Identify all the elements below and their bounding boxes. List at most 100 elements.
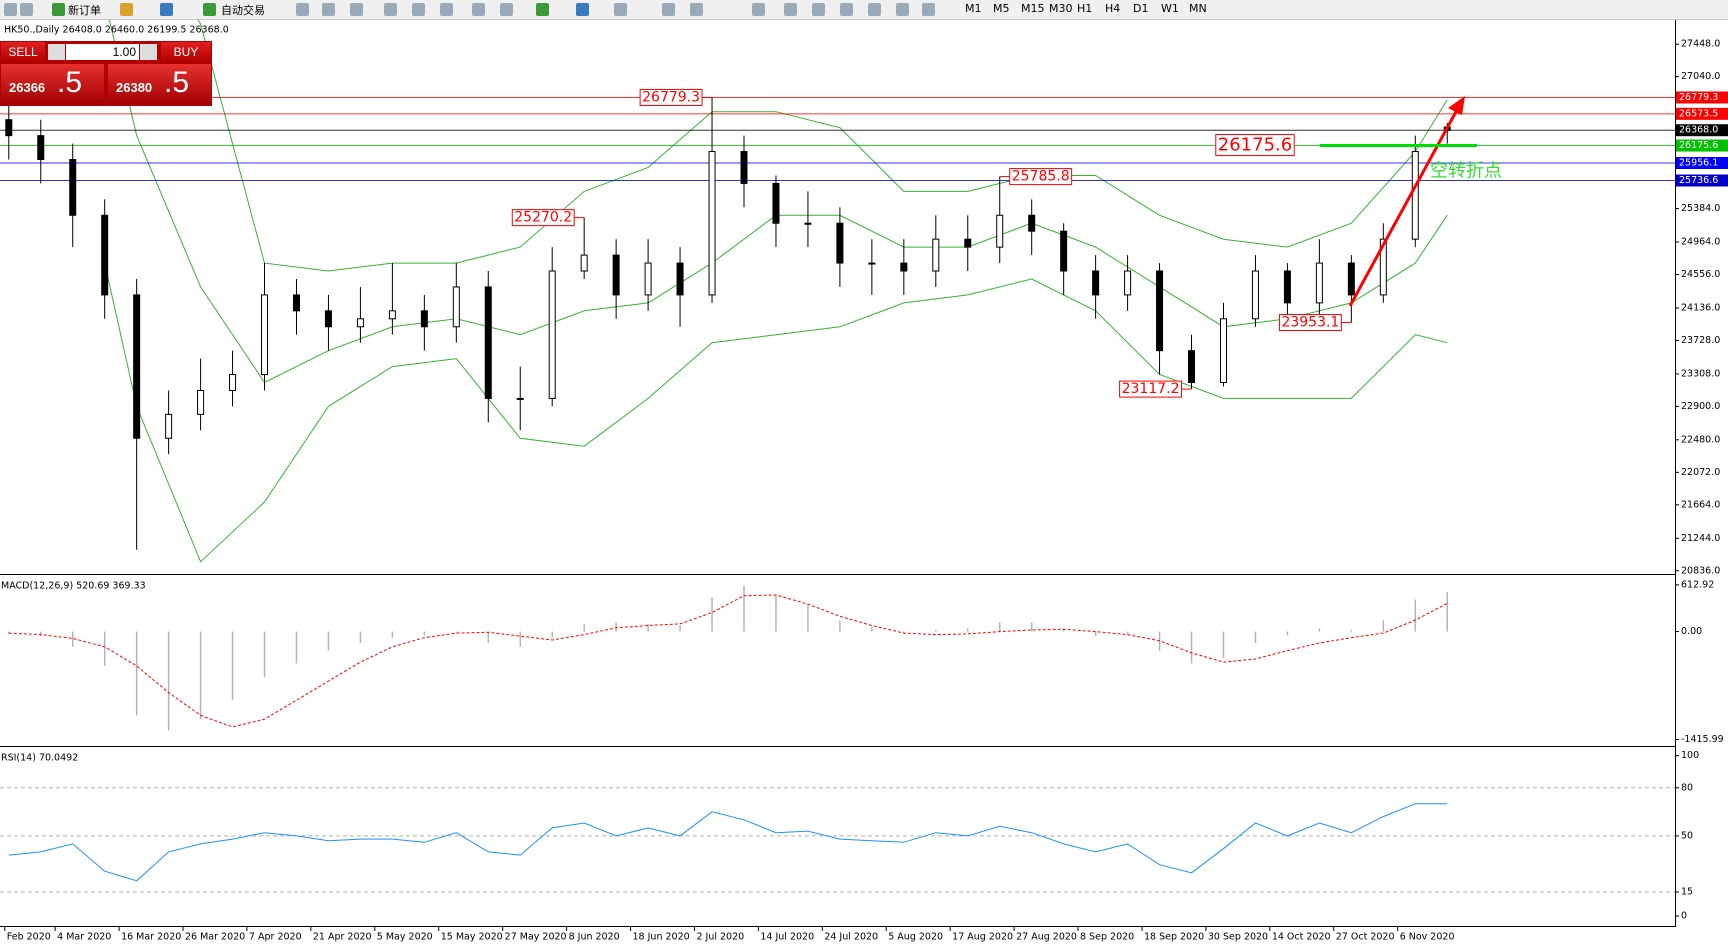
level-label-box [1676, 139, 1728, 152]
candle-body [804, 222, 812, 225]
volume-up[interactable] [140, 44, 157, 60]
timeframe-button[interactable]: H4 [1105, 2, 1121, 15]
candle-body [1411, 151, 1419, 240]
tool-icon[interactable] [322, 3, 335, 16]
buy-price-fraction: .5 [164, 66, 190, 99]
candle-body [101, 214, 109, 296]
tool-icon[interactable] [868, 3, 881, 16]
timeframe-button[interactable]: M1 [965, 2, 982, 15]
callout-note: 空转折点 [1430, 161, 1502, 182]
candle-body [324, 310, 332, 328]
x-tick-label: 5 May 2020 [377, 932, 433, 943]
level-label-box [1676, 107, 1728, 120]
y-tick-label: 27040.0 [1681, 71, 1720, 82]
tool-icon[interactable] [350, 3, 363, 16]
tool-icon[interactable] [412, 3, 425, 16]
tool-icon[interactable] [384, 3, 397, 16]
y-tick-label: 21244.0 [1681, 533, 1720, 544]
y-tick-label: 20836.0 [1681, 565, 1720, 576]
tool-icon[interactable] [690, 3, 703, 16]
panel-title: RSI(14) 70.0492 [1, 753, 78, 764]
callout-label: 26175.6 [1218, 135, 1292, 156]
candle-body [388, 310, 396, 320]
tool-icon[interactable] [840, 3, 853, 16]
x-tick-label: 18 Sep 2020 [1144, 932, 1204, 943]
timeframe-button[interactable]: D1 [1133, 2, 1149, 15]
level-label: 25736.6 [1679, 175, 1718, 186]
x-tick-label: 8 Jun 2020 [569, 932, 620, 943]
tool-icon[interactable] [120, 3, 133, 16]
y-tick-label: 22900.0 [1681, 401, 1720, 412]
candle-body [676, 262, 684, 296]
level-label: 26573.5 [1679, 108, 1718, 119]
candle-body [708, 151, 716, 296]
sell-price-fraction: .5 [57, 66, 83, 99]
candle-body [1283, 270, 1291, 304]
timeframe-button[interactable]: MN [1189, 2, 1207, 15]
tool-icon[interactable] [160, 3, 173, 16]
tool-icon[interactable] [4, 3, 17, 16]
tool-icon[interactable] [20, 3, 33, 16]
level-label: 26368.0 [1679, 125, 1718, 136]
tool-icon[interactable] [896, 3, 909, 16]
macd-panel [8, 585, 1448, 731]
timeframe-button[interactable]: W1 [1161, 2, 1179, 15]
candle-body [420, 310, 428, 328]
y-tick-label: 24556.0 [1681, 269, 1720, 280]
volume-field[interactable]: 1.00 [66, 44, 139, 60]
tool-icon[interactable] [922, 3, 935, 16]
candle-body [356, 318, 364, 328]
candle-body [5, 119, 13, 137]
timeframe-button[interactable]: M30 [1049, 2, 1073, 15]
tool-icon[interactable] [472, 3, 485, 16]
timeframe-button[interactable]: M15 [1021, 2, 1045, 15]
y-tick-label: 0.00 [1681, 626, 1702, 637]
candle-body [197, 389, 205, 415]
tool-icon[interactable] [752, 3, 765, 16]
candle-body [612, 254, 620, 296]
sell-price[interactable]: 26366 .5 [1, 64, 104, 105]
arrow-line [1348, 107, 1460, 307]
candle-body [292, 294, 300, 312]
x-tick-label: 16 Mar 2020 [121, 932, 181, 943]
y-tick-label: 612.92 [1681, 579, 1714, 590]
candle-body [1028, 214, 1036, 232]
candle-body [868, 262, 876, 265]
tool-icon[interactable] [440, 3, 453, 16]
tool-icon[interactable] [662, 3, 675, 16]
candle-body [772, 182, 780, 224]
timeframe-button[interactable]: M5 [993, 2, 1010, 15]
candle-body [580, 254, 588, 272]
volume-down[interactable] [48, 44, 65, 60]
auto-trading-button[interactable]: 自动交易 [221, 4, 265, 17]
x-tick-label: 27 Oct 2020 [1336, 932, 1395, 943]
tool-icon[interactable] [536, 3, 549, 16]
sell-button[interactable]: SELL [1, 42, 45, 62]
level-label-box [1676, 91, 1728, 104]
rsi-line [8, 803, 1448, 882]
buy-button[interactable]: BUY [161, 42, 211, 62]
tool-icon[interactable] [784, 3, 797, 16]
new-order-button[interactable]: 新订单 [68, 4, 101, 17]
tool-icon[interactable] [614, 3, 627, 16]
panel-title: HK50.,Daily 26408.0 26460.0 26199.5 2636… [4, 25, 229, 36]
tool-icon[interactable] [812, 3, 825, 16]
candle-body [484, 286, 492, 399]
timeframe-button[interactable]: H1 [1077, 2, 1093, 15]
trend-arrow [1348, 96, 1465, 307]
buy-price[interactable]: 26380 .5 [108, 64, 211, 105]
y-tick-label: 50 [1681, 830, 1693, 841]
y-tick-label: -1415.99 [1681, 734, 1724, 745]
level-label: 26779.3 [1679, 92, 1718, 103]
auto-trading-icon[interactable] [203, 3, 216, 16]
new-order-icon[interactable] [52, 3, 65, 16]
candle-body [1219, 318, 1227, 384]
trade-panel: SELL 1.00 BUY 26366 .5 26380 .5 [0, 41, 212, 106]
tool-icon[interactable] [500, 3, 513, 16]
candle-body [900, 262, 908, 272]
tool-icon[interactable] [296, 3, 309, 16]
tool-icon[interactable] [576, 3, 589, 16]
candle-body [165, 413, 173, 439]
x-tick-label: 24 Jul 2020 [824, 932, 878, 943]
